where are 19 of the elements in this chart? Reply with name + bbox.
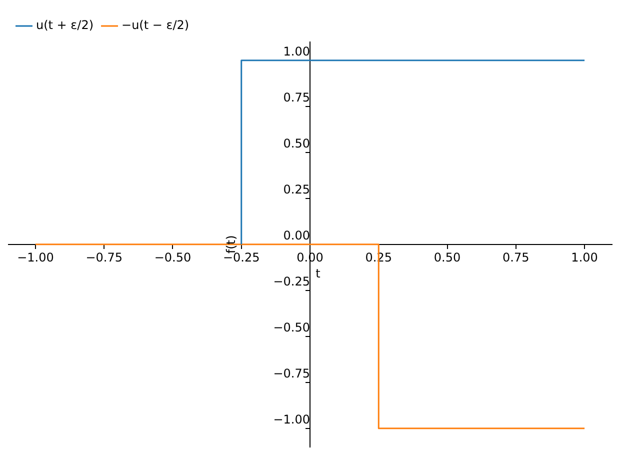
- y-tick-label: 0.75: [283, 90, 310, 105]
- y-tick-label: 0.25: [283, 182, 310, 197]
- y-tick-label: 1.00: [283, 44, 310, 59]
- y-tick-label: −0.50: [273, 320, 310, 335]
- y-tick-label: 0.50: [283, 136, 310, 151]
- x-tick-label: 1.00: [571, 250, 598, 265]
- x-tick-label: −0.75: [86, 250, 122, 265]
- x-tick-label: −1.00: [17, 250, 54, 265]
- legend-label: −u(t − ε/2): [122, 18, 190, 32]
- y-tick-label: −0.25: [273, 274, 310, 289]
- x-tick-label: −0.50: [154, 250, 192, 265]
- y-tick-label: 0.00: [283, 228, 310, 243]
- y-axis-title: f(t): [224, 235, 238, 254]
- legend-label: u(t + ε/2): [36, 18, 94, 32]
- x-tick-label: 0.75: [502, 250, 530, 265]
- y-tick-label: −1.00: [273, 412, 310, 427]
- y-tick-label: −0.75: [273, 366, 310, 381]
- x-tick-label: 0.50: [434, 250, 461, 265]
- x-axis-title: t: [316, 266, 321, 281]
